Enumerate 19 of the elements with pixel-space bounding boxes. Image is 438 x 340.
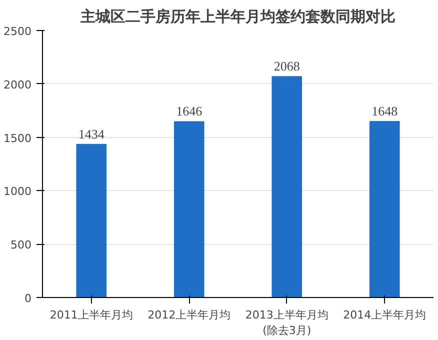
x-tick-label: 2013上半年月均 (除去3月) xyxy=(245,308,328,338)
bar xyxy=(174,121,204,298)
bar xyxy=(272,76,302,298)
y-tick-label: 1000 xyxy=(4,185,32,198)
y-tick-label: 2500 xyxy=(4,25,32,38)
y-tick-label: 2000 xyxy=(4,78,32,92)
data-label: 2068 xyxy=(274,58,300,74)
bar xyxy=(369,120,400,298)
x-tick-label: 2014上半年月均 xyxy=(343,308,426,322)
x-tick-label: 2011上半年月均 xyxy=(50,308,133,322)
data-label: 1648 xyxy=(372,103,398,118)
y-tick-label: 0 xyxy=(24,292,32,305)
y-tick-label: 500 xyxy=(10,238,32,252)
data-label: 1646 xyxy=(176,104,203,119)
chart-title: 主城区二手房历年上半年月均签约套数同期对比 xyxy=(80,8,396,26)
bar xyxy=(76,144,107,298)
y-tick-label: 1500 xyxy=(4,132,32,145)
x-tick-label: 2012上半年月均 xyxy=(148,308,231,322)
data-label: 1434 xyxy=(78,126,105,142)
